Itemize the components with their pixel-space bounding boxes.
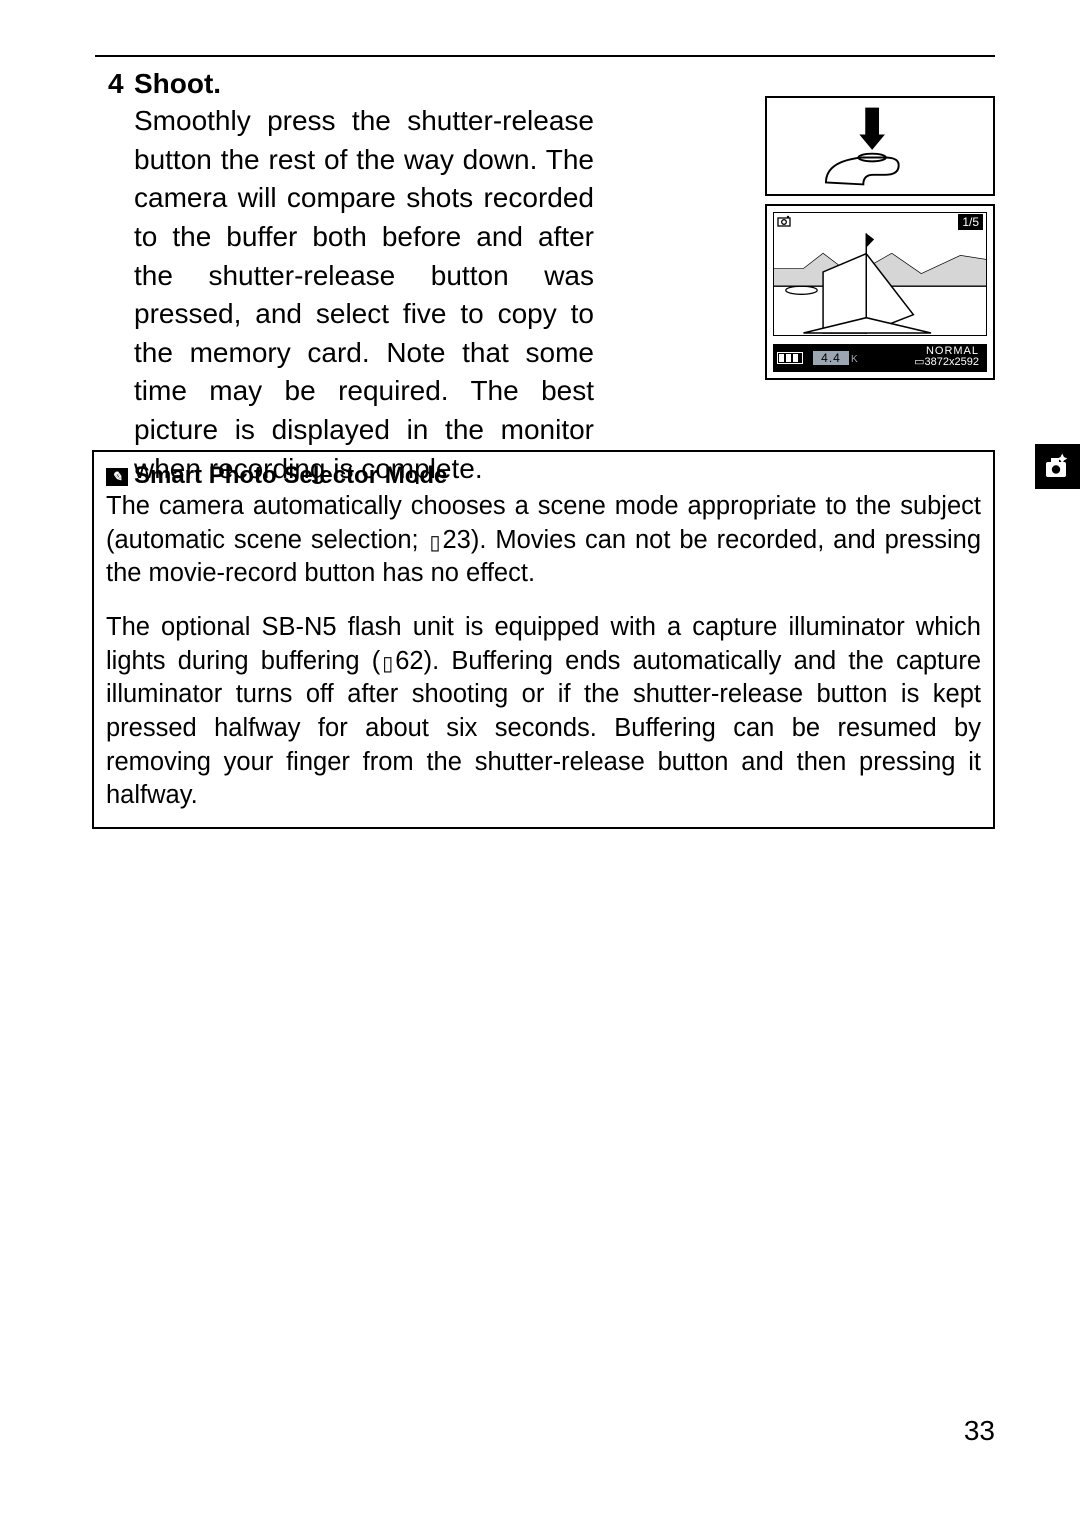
- book-icon: ▯: [382, 651, 393, 677]
- manual-page: 4Shoot. Smoothly press the shutter-relea…: [0, 0, 1080, 1521]
- quality-readout: NORMAL ▭3872x2592: [914, 346, 979, 368]
- note-box: ✎ Smart Photo Selector Mode The camera au…: [92, 450, 995, 829]
- card-icon: ▭: [914, 356, 924, 368]
- page-ref-2: ▯62: [380, 647, 423, 675]
- ref2-num: 62: [395, 647, 423, 675]
- book-icon: ▯: [429, 530, 440, 556]
- page-number: 33: [964, 1415, 995, 1447]
- remaining-suffix: K: [851, 354, 858, 365]
- ref1-num: 23: [443, 526, 471, 554]
- remaining-count: 4.4: [813, 351, 849, 365]
- step-body: Smoothly press the shutter-release butto…: [134, 102, 594, 488]
- note-icon: ✎: [106, 468, 128, 486]
- quality-line2: 3872x2592: [925, 356, 979, 368]
- step-heading: 4Shoot.: [108, 68, 828, 100]
- battery-icon: [777, 352, 803, 364]
- note-title-text: Smart Photo Selector Mode: [134, 462, 447, 489]
- step-number: 4: [108, 68, 128, 100]
- note-paragraph-1: The camera automatically chooses a scene…: [106, 490, 981, 591]
- monitor-info-bar: 4.4 K NORMAL ▭3872x2592: [773, 344, 987, 372]
- page-ref-1: ▯23: [427, 526, 470, 554]
- step-block: 4Shoot. Smoothly press the shutter-relea…: [108, 68, 828, 488]
- top-rule: [95, 55, 995, 57]
- camera-sparkle-icon: [1043, 452, 1073, 482]
- note-paragraph-2: The optional SB-N5 flash unit is equippe…: [106, 611, 981, 813]
- figure-shutter-press: [765, 96, 995, 196]
- note-title: ✎ Smart Photo Selector Mode: [106, 462, 981, 490]
- monitor-scene: [773, 212, 987, 336]
- figure-monitor: 1/5 4.4 K NORMAL: [765, 204, 995, 380]
- section-tab: [1035, 444, 1080, 489]
- shutter-press-icon: [767, 98, 993, 194]
- step-title: Shoot.: [134, 68, 221, 99]
- illustration-column: 1/5 4.4 K NORMAL: [765, 96, 995, 380]
